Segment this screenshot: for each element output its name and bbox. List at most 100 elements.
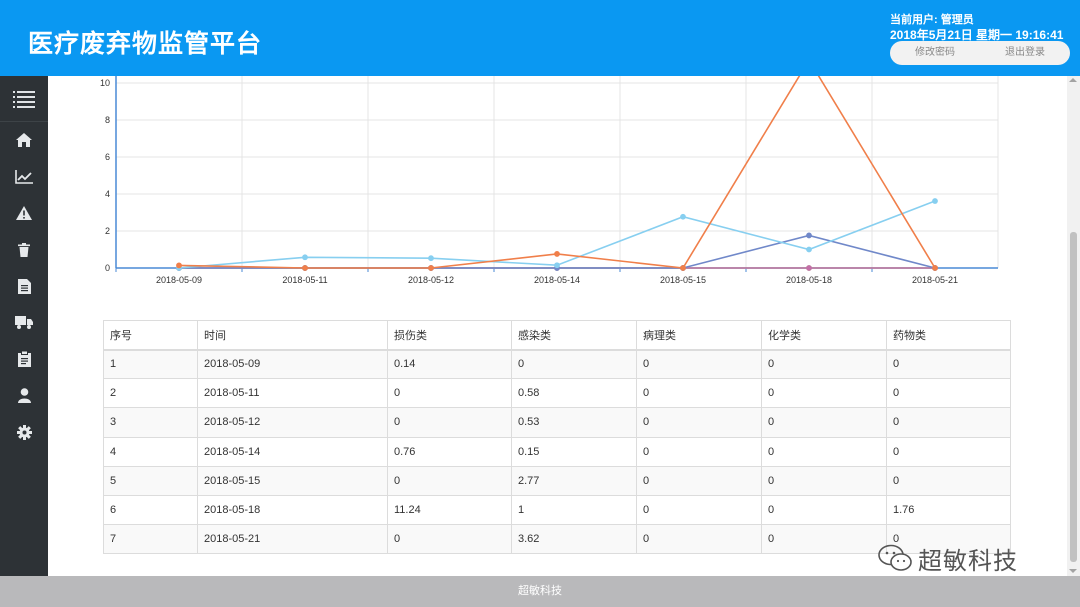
cell-chemical: 0	[761, 436, 887, 467]
line-chart-icon	[15, 169, 33, 184]
app-title: 医疗废弃物监管平台	[28, 30, 263, 58]
wechat-logo-icon	[878, 544, 912, 571]
x-tick-label: 2018-05-09	[156, 275, 202, 285]
main-content: 0 2 4 6 8 10 2018-05-09 2018-05-11 2018-05-12 201…	[48, 76, 1080, 576]
sidebar-item-home[interactable]	[0, 122, 48, 159]
cell-pharma: 0	[886, 348, 1011, 380]
col-header-pharma: 药物类	[886, 320, 1011, 351]
cell-pharma: 0	[886, 378, 1011, 409]
menu-icon	[13, 90, 35, 108]
cell-pathological: 0	[636, 348, 762, 380]
x-tick-label: 2018-05-21	[912, 275, 958, 285]
cell-chemical: 0	[761, 494, 887, 526]
cell-injury: 11.24	[387, 494, 512, 526]
cell-time: 2018-05-09	[197, 348, 388, 380]
waste-line-chart: 0 2 4 6 8 10 2018-05-09 2018-05-11 2018-05-12 201…	[100, 76, 999, 285]
x-tick-label: 2018-05-15	[660, 275, 706, 285]
cell-injury: 0	[387, 524, 512, 555]
col-header-injury: 损伤类	[387, 320, 512, 351]
cell-infectious: 0.58	[511, 378, 637, 409]
x-tick-label: 2018-05-18	[786, 275, 832, 285]
table-header-row: 序号 时间 损伤类 感染类 病理类 化学类 药物类	[103, 320, 1011, 351]
sidebar-item-settings[interactable]	[0, 414, 48, 451]
cell-index: 7	[103, 524, 198, 555]
sidebar-item-reports[interactable]	[0, 268, 48, 305]
sidebar-item-transport[interactable]	[0, 305, 48, 342]
sidebar-item-waste[interactable]	[0, 232, 48, 269]
y-tick-label: 6	[105, 152, 110, 162]
cell-time: 2018-05-12	[197, 407, 388, 438]
x-tick-label: 2018-05-11	[282, 275, 327, 285]
table-row: 6 2018-05-18 11.24 1 0 0 1.76	[103, 494, 1011, 526]
cell-index: 5	[103, 465, 198, 496]
col-header-chemical: 化学类	[761, 320, 887, 351]
series-point-infectious	[428, 255, 434, 262]
vertical-scrollbar[interactable]	[1067, 76, 1080, 576]
current-datetime: 2018年5月21日 星期一 19:16:41	[890, 28, 1064, 42]
cell-chemical: 0	[761, 524, 887, 555]
cell-infectious: 0.53	[511, 407, 637, 438]
cell-injury: 0	[387, 378, 512, 409]
cell-pathological: 0	[636, 436, 762, 467]
col-header-index: 序号	[103, 320, 198, 351]
cell-pathological: 0	[636, 524, 762, 555]
cell-injury: 0	[387, 465, 512, 496]
cell-infectious: 2.77	[511, 465, 637, 496]
cell-pharma: 0	[886, 465, 1011, 496]
change-password-button[interactable]: 修改密码	[915, 47, 955, 58]
series-point-infectious	[554, 262, 560, 269]
cell-time: 2018-05-15	[197, 465, 388, 496]
cell-infectious: 0	[511, 348, 637, 380]
logout-button[interactable]: 退出登录	[1005, 47, 1045, 58]
cell-index: 1	[103, 348, 198, 380]
series-point-infectious	[806, 246, 812, 253]
page-footer: 超敏科技	[0, 576, 1080, 607]
sidebar-menu-toggle[interactable]	[0, 76, 48, 122]
sidebar-item-statistics[interactable]	[0, 159, 48, 196]
cell-pharma: 1.76	[886, 494, 1011, 526]
trash-icon	[18, 242, 30, 257]
cell-index: 6	[103, 494, 198, 526]
table-row: 7 2018-05-21 0 3.62 0 0 0	[103, 524, 1011, 555]
cell-infectious: 3.62	[511, 524, 637, 555]
cell-time: 2018-05-14	[197, 436, 388, 467]
series-point-injury	[680, 265, 686, 271]
cell-time: 2018-05-18	[197, 494, 388, 526]
col-header-pathological: 病理类	[636, 320, 762, 351]
sidebar-item-users[interactable]	[0, 378, 48, 415]
cell-time: 2018-05-11	[197, 378, 388, 409]
cell-chemical: 0	[761, 378, 887, 409]
table-row: 5 2018-05-15 0 2.77 0 0 0	[103, 465, 1011, 496]
cell-infectious: 0.15	[511, 436, 637, 467]
watermark-text: 超敏科技	[918, 547, 1018, 575]
table-row: 3 2018-05-12 0 0.53 0 0 0	[103, 407, 1011, 438]
scroll-down-arrow-icon[interactable]	[1069, 569, 1077, 573]
cell-pharma: 0	[886, 436, 1011, 467]
scroll-up-arrow-icon[interactable]	[1069, 78, 1077, 82]
series-point-injury	[554, 251, 560, 257]
current-user: 当前用户: 管理员	[890, 14, 974, 26]
sidebar-item-records[interactable]	[0, 341, 48, 378]
series-point-injury	[176, 262, 182, 269]
cell-chemical: 0	[761, 465, 887, 496]
sidebar-item-alarm[interactable]	[0, 195, 48, 232]
series-point-pathological	[806, 265, 812, 271]
y-tick-label: 2	[105, 226, 110, 236]
watermark: 超敏科技	[878, 540, 1058, 576]
cell-pharma: 0	[886, 407, 1011, 438]
x-tick-label: 2018-05-12	[408, 275, 454, 285]
user-icon	[17, 388, 31, 404]
cell-time: 2018-05-21	[197, 524, 388, 555]
cell-pathological: 0	[636, 494, 762, 526]
clipboard-icon	[17, 351, 31, 368]
cell-index: 3	[103, 407, 198, 438]
cell-chemical: 0	[761, 348, 887, 380]
table-row: 2 2018-05-11 0 0.58 0 0 0	[103, 378, 1011, 409]
scrollbar-thumb[interactable]	[1070, 232, 1077, 562]
top-header: 医疗废弃物监管平台 当前用户: 管理员 2018年5月21日 星期一 19:16…	[0, 0, 1080, 76]
series-point-infectious	[302, 254, 308, 261]
y-tick-label: 8	[105, 115, 110, 125]
waste-data-table: 序号 时间 损伤类 感染类 病理类 化学类 药物类 1 2018-05-09 0.1…	[103, 320, 1011, 555]
series-point-pharma	[806, 232, 812, 239]
col-header-infectious: 感染类	[511, 320, 637, 351]
